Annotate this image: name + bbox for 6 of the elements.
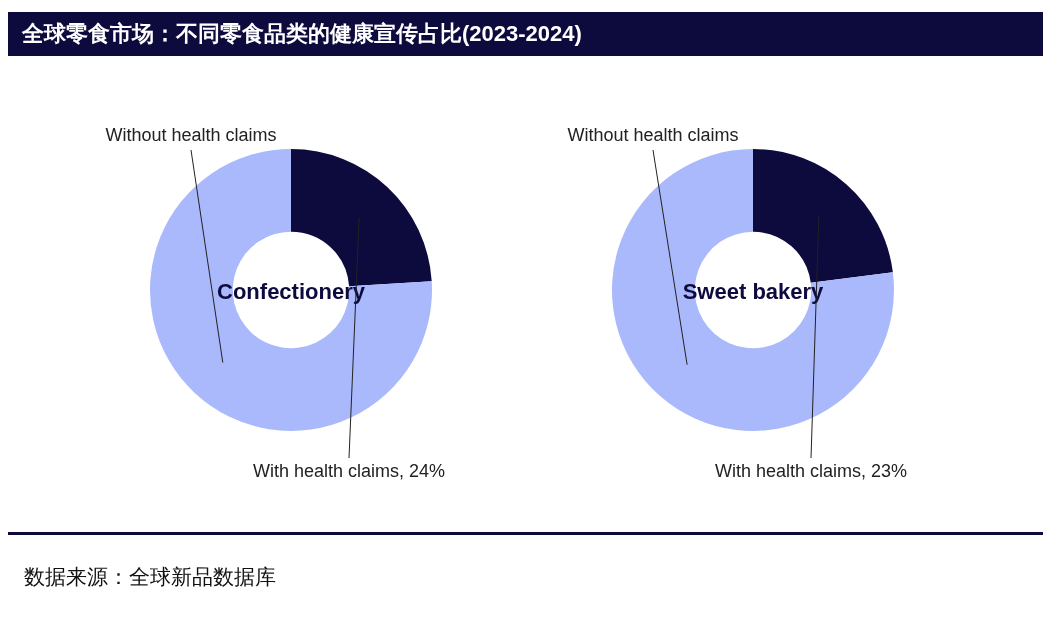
source-note: 数据来源：全球新品数据库 [24, 564, 276, 590]
slice-label: Without health claims [567, 124, 739, 145]
slice-label: Without health claims [105, 124, 277, 145]
text: 全球零食市场：不同零食品类的健康宣传占比(2023-2024) [8, 12, 1043, 56]
slice-label: With health claims, 23% [714, 460, 908, 481]
slice-label: With health claims, 24% [252, 460, 446, 481]
